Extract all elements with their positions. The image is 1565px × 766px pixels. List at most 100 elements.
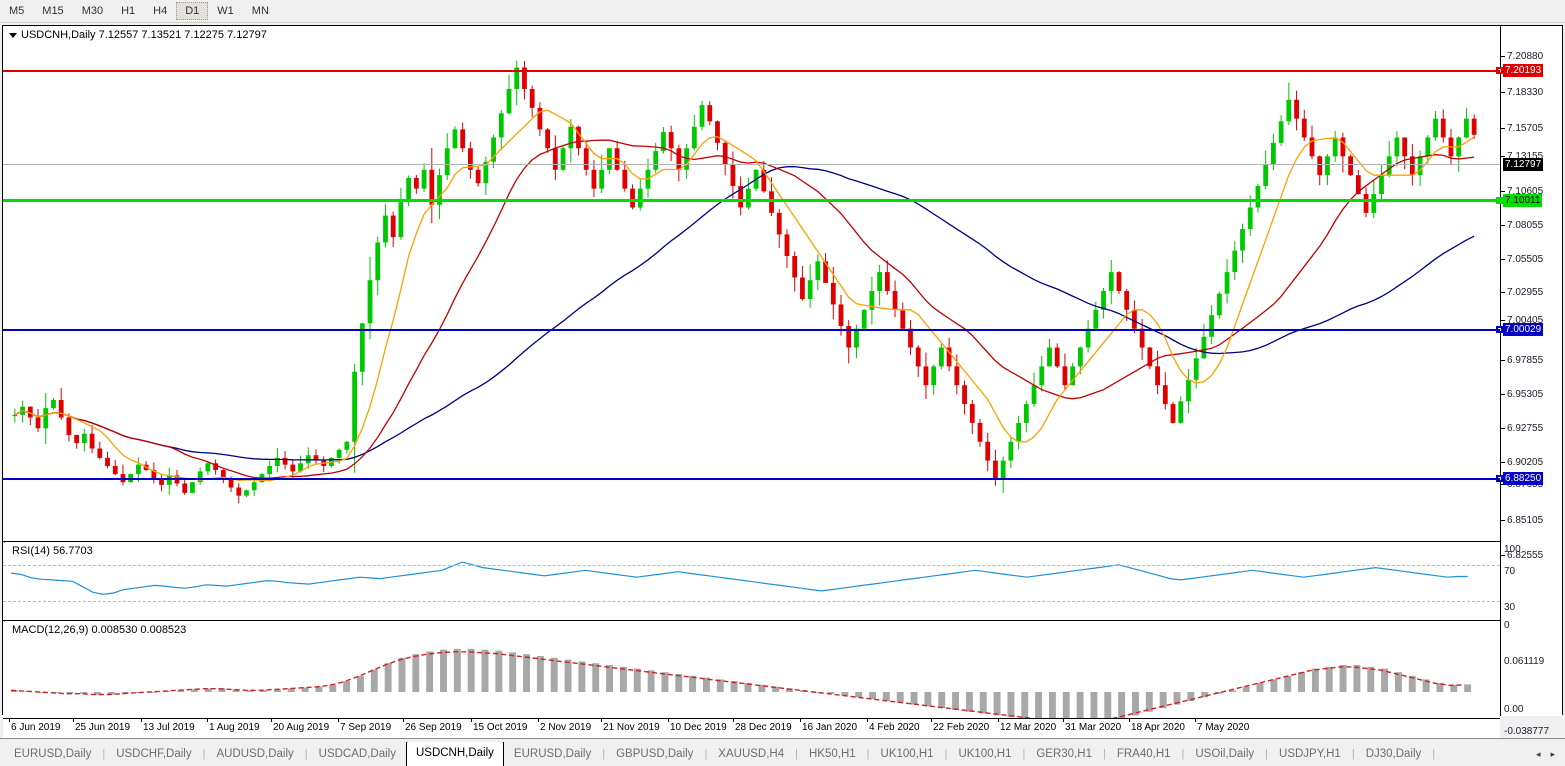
chart-tab-usdcnh-daily[interactable]: USDCNH,Daily <box>405 742 504 766</box>
price-tick: 6.85105 <box>1501 515 1543 526</box>
date-label: 4 Feb 2020 <box>869 722 920 733</box>
rsi-tick: 100 <box>1504 544 1521 555</box>
date-tick <box>800 719 801 722</box>
price-marker[interactable]: 7.12797 <box>1503 158 1544 171</box>
tab-separator: | <box>202 748 206 760</box>
price-tick: 6.82555 <box>1501 550 1543 561</box>
timeframe-m5[interactable]: M5 <box>9 5 25 17</box>
chart-tab-hk50-h1[interactable]: HK50,H1 <box>808 748 856 760</box>
date-label: 26 Sep 2019 <box>405 722 462 733</box>
tab-separator: | <box>602 748 606 760</box>
timeframe-h4[interactable]: H4 <box>153 5 168 17</box>
price-marker[interactable]: 7.20193 <box>1503 64 1544 77</box>
tab-scroll-arrows: ◂ ▸ <box>1526 749 1565 766</box>
level-line-support-navy-1[interactable] <box>3 329 1500 331</box>
date-tick <box>271 719 272 722</box>
chart-tab-usdjpy-h1[interactable]: USDJPY,H1 <box>1279 748 1341 760</box>
price-tick: 6.95305 <box>1501 389 1543 400</box>
chart-tab-xauusd-h4[interactable]: XAUUSD,H4 <box>718 748 785 760</box>
date-tick <box>403 719 404 722</box>
chart-tab-bar: EURUSD,Daily | USDCHF,Daily | AUDUSD,Daily | U… <box>0 738 1565 766</box>
rsi-tick: 70 <box>1504 566 1516 577</box>
date-tick <box>538 719 539 722</box>
scroll-right-icon[interactable]: ▸ <box>1550 749 1555 759</box>
timeframe-d1[interactable]: D1 <box>176 2 209 20</box>
timeframe-m30[interactable]: M30 <box>81 5 104 17</box>
rsi-guide-30 <box>3 601 1500 602</box>
date-tick <box>207 719 208 722</box>
chart-tab-audusd-daily[interactable]: AUDUSD,Daily <box>216 748 294 760</box>
chart-tab-usdcad-daily[interactable]: USDCAD,Daily <box>318 748 396 760</box>
tab-separator: | <box>1351 748 1355 760</box>
date-axis[interactable]: 6 Jun 2019 25 Jun 2019 13 Jul 2019 1 Aug 20… <box>3 718 1500 738</box>
tab-separator: | <box>1265 748 1269 760</box>
price-axis[interactable]: 7.20880 7.18330 7.15705 7.13155 7.10605 7.080… <box>1496 26 1562 737</box>
timeframe-toolbar: M5 M15 M30 H1 H4 D1 W1 MN <box>0 0 1565 23</box>
macd-tick: 0.061119 <box>1504 656 1545 667</box>
date-tick <box>1129 719 1130 722</box>
level-line-current[interactable] <box>3 164 1500 165</box>
chart-tab-uk100-h1[interactable]: UK100,H1 <box>880 748 934 760</box>
price-tick: 7.05505 <box>1501 254 1543 265</box>
symbol-quote-header: USDCNH,Daily 7.12557 7.13521 7.12275 7.1… <box>9 29 267 41</box>
price-marker[interactable]: 7.10011 <box>1503 194 1543 207</box>
rsi-label: RSI(14) 56.7703 <box>11 545 94 557</box>
level-line-resistance[interactable] <box>3 70 1500 72</box>
chart-tab-gbpusd-daily[interactable]: GBPUSD,Daily <box>616 748 694 760</box>
timeframe-h1[interactable]: H1 <box>121 5 136 17</box>
date-label: 28 Dec 2019 <box>735 722 792 733</box>
scroll-left-icon[interactable]: ◂ <box>1535 749 1541 759</box>
level-line-support-green[interactable] <box>3 199 1500 202</box>
date-label: 13 Jul 2019 <box>143 722 195 733</box>
tab-separator: | <box>795 748 798 760</box>
date-label: 25 Jun 2019 <box>75 722 131 733</box>
level-line-support-navy-2[interactable] <box>3 478 1500 480</box>
date-tick <box>471 719 472 722</box>
chart-canvas[interactable]: USDCNH,Daily 7.12557 7.13521 7.12275 7.1… <box>2 25 1563 738</box>
date-label: 22 Feb 2020 <box>933 722 990 733</box>
rsi-pane[interactable]: RSI(14) 56.7703 <box>3 543 1500 621</box>
macd-tick: 0.00 <box>1504 704 1524 715</box>
price-tick: 7.18330 <box>1501 87 1543 98</box>
price-marker[interactable]: 7.00029 <box>1503 323 1544 336</box>
date-label: 1 Aug 2019 <box>209 722 260 733</box>
date-tick <box>141 719 142 722</box>
date-label: 6 Jun 2019 <box>11 722 61 733</box>
price-pane[interactable]: USDCNH,Daily 7.12557 7.13521 7.12275 7.1… <box>3 26 1500 542</box>
tab-separator: | <box>704 748 708 760</box>
chart-tab-strip[interactable]: EURUSD,Daily | USDCHF,Daily | AUDUSD,Daily | U… <box>0 742 1526 766</box>
macd-pane[interactable]: MACD(12,26,9) 0.008530 0.008523 <box>3 622 1500 718</box>
chart-tab-uk100-h1[interactable]: UK100,H1 <box>958 748 1012 760</box>
chart-tab-usoil-daily[interactable]: USOil,Daily <box>1195 748 1255 760</box>
date-tick <box>1195 719 1196 722</box>
chart-tab-ger30-h1[interactable]: GER30,H1 <box>1036 748 1092 760</box>
date-label: 21 Nov 2019 <box>603 722 660 733</box>
symbol-quote-text: USDCNH,Daily 7.12557 7.13521 7.12275 7.1… <box>21 29 267 41</box>
chart-tab-dj30-daily[interactable]: DJ30,Daily <box>1365 748 1422 760</box>
price-tick: 7.02955 <box>1501 287 1543 298</box>
chart-tab-fra40-h1[interactable]: FRA40,H1 <box>1116 748 1171 760</box>
chart-tab-usdchf-daily[interactable]: USDCHF,Daily <box>116 748 192 760</box>
rsi-guide-70 <box>3 565 1500 566</box>
chart-tab-eurusd-daily[interactable]: EURUSD,Daily <box>14 748 92 760</box>
chart-tab-eurusd-daily[interactable]: EURUSD,Daily <box>513 748 592 760</box>
date-label: 7 May 2020 <box>1197 722 1250 733</box>
date-tick <box>73 719 74 722</box>
tab-separator: | <box>866 748 870 760</box>
date-label: 15 Oct 2019 <box>473 722 528 733</box>
date-tick <box>1063 719 1064 722</box>
tab-separator: | <box>944 748 948 760</box>
chevron-down-icon[interactable] <box>9 32 17 38</box>
date-tick <box>931 719 932 722</box>
timeframe-m15[interactable]: M15 <box>42 5 64 17</box>
rsi-tick: 30 <box>1504 602 1516 613</box>
timeframe-mn[interactable]: MN <box>251 5 269 17</box>
tab-separator: | <box>1022 748 1026 760</box>
date-tick <box>668 719 669 722</box>
timeframe-w1[interactable]: W1 <box>217 5 234 17</box>
price-tick: 7.00405 <box>1501 315 1543 326</box>
price-marker[interactable]: 6.88250 <box>1503 472 1544 485</box>
date-tick <box>867 719 868 722</box>
date-label: 12 Mar 2020 <box>1000 722 1057 733</box>
tab-separator: | <box>1432 748 1436 760</box>
